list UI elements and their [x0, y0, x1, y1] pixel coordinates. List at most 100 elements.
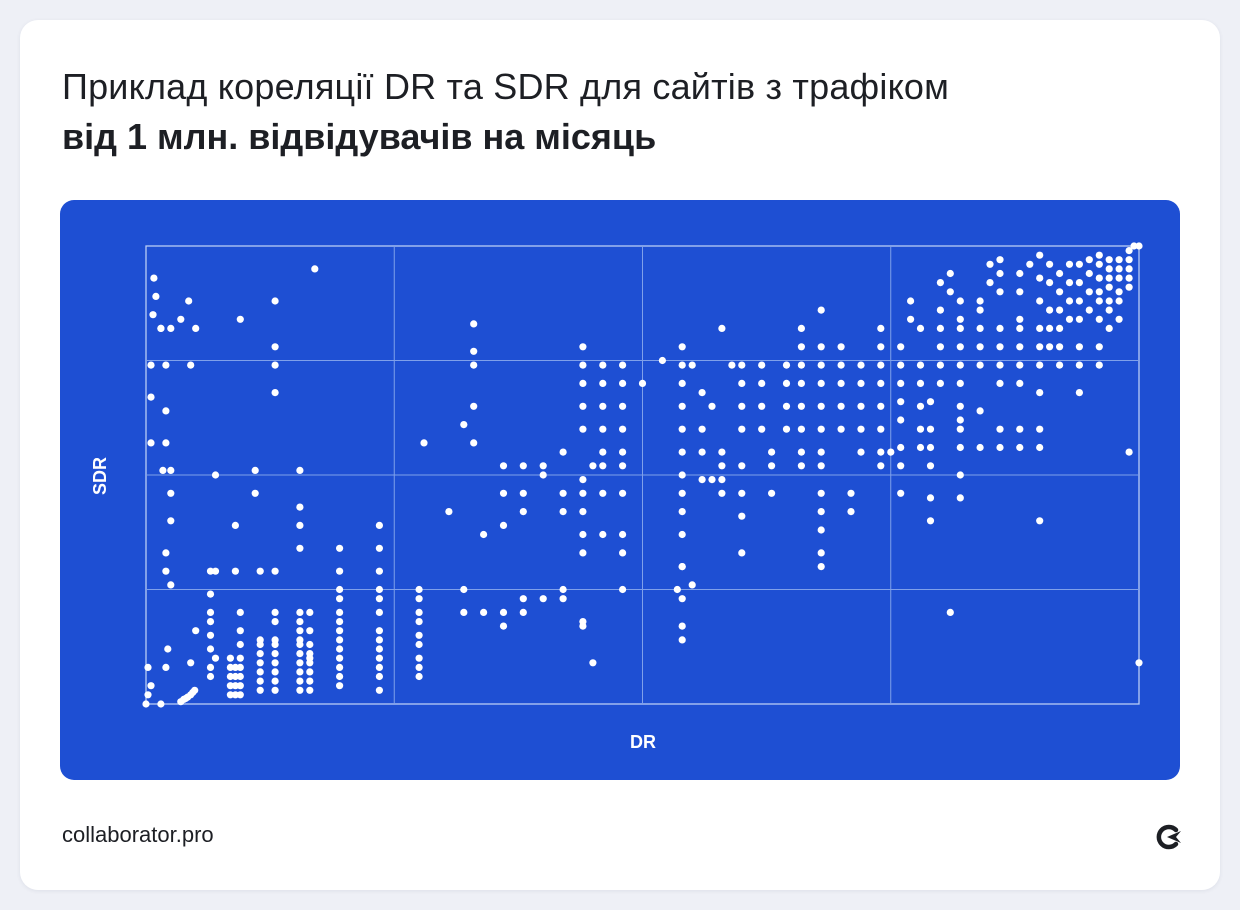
data-point: [678, 595, 686, 603]
data-point: [847, 508, 855, 516]
data-point: [599, 402, 607, 410]
data-point: [1125, 265, 1133, 273]
data-point: [271, 343, 279, 351]
data-point: [857, 361, 865, 369]
data-point: [306, 686, 314, 694]
data-point: [236, 672, 244, 681]
data-point: [678, 530, 686, 539]
data-point: [1115, 297, 1123, 305]
data-point: [678, 636, 686, 644]
data-point: [159, 466, 167, 474]
data-point: [1095, 251, 1103, 259]
data-point: [797, 402, 806, 410]
data-point: [306, 677, 314, 685]
data-point: [236, 691, 244, 699]
data-point: [1115, 256, 1123, 264]
data-point: [375, 567, 383, 575]
data-point: [1016, 324, 1024, 332]
data-point: [718, 462, 726, 470]
data-point: [678, 448, 686, 456]
data-point: [336, 567, 344, 575]
data-point: [817, 462, 825, 470]
data-point: [837, 379, 845, 387]
data-point: [1075, 343, 1083, 351]
data-point: [579, 508, 587, 516]
data-point: [1095, 297, 1103, 305]
data-point: [336, 672, 344, 681]
data-point: [236, 663, 244, 672]
data-point: [296, 636, 304, 644]
data-point: [415, 663, 423, 672]
data-point: [887, 448, 895, 456]
data-point: [976, 407, 984, 415]
data-point: [519, 462, 527, 470]
data-point: [306, 640, 314, 649]
data-point: [768, 462, 776, 470]
data-point: [738, 361, 746, 369]
data-point: [162, 549, 170, 557]
data-point: [897, 343, 905, 351]
data-point: [271, 608, 279, 617]
data-point: [1046, 343, 1054, 351]
data-point: [206, 645, 215, 653]
data-point: [445, 508, 453, 516]
data-point: [678, 402, 686, 410]
data-point: [956, 416, 964, 424]
data-point: [956, 494, 964, 502]
data-point: [1036, 517, 1044, 525]
data-point: [1056, 288, 1064, 296]
site-name: collaborator.pro: [62, 822, 214, 847]
data-point: [936, 379, 945, 387]
data-point: [738, 402, 746, 410]
data-point: [1065, 260, 1074, 268]
data-point: [1016, 269, 1024, 278]
data-point: [415, 585, 423, 594]
data-point: [599, 448, 607, 456]
data-point: [619, 379, 627, 387]
data-point: [415, 608, 423, 617]
data-point: [619, 462, 627, 470]
data-point: [192, 627, 200, 635]
data-point: [956, 425, 964, 433]
data-point: [162, 567, 170, 575]
data-point: [480, 608, 488, 617]
data-point: [251, 489, 259, 497]
collaborator-logo-icon: [1156, 824, 1181, 850]
data-point: [817, 402, 825, 410]
data-point: [817, 508, 825, 516]
data-point: [1065, 315, 1074, 323]
data-point: [1056, 343, 1064, 351]
data-point: [559, 585, 567, 594]
data-point: [1125, 274, 1133, 282]
data-point: [1016, 425, 1024, 433]
data-point: [1125, 256, 1133, 264]
data-point: [817, 343, 825, 351]
data-point: [619, 361, 627, 369]
data-point: [415, 595, 423, 603]
data-point: [619, 549, 627, 557]
data-point: [191, 686, 199, 694]
data-point: [698, 448, 706, 456]
data-point: [926, 398, 935, 406]
data-point: [306, 627, 314, 635]
data-point: [1016, 315, 1024, 323]
data-point: [375, 663, 383, 672]
data-point: [296, 466, 304, 474]
data-point: [206, 590, 215, 598]
data-point: [698, 476, 706, 484]
data-point: [206, 663, 215, 672]
data-point: [718, 489, 726, 497]
data-point: [1046, 306, 1054, 314]
data-point: [718, 324, 726, 332]
data-point: [857, 379, 865, 387]
data-point: [375, 686, 383, 694]
data-point: [1036, 425, 1044, 433]
data-point: [1095, 361, 1103, 369]
data-point: [758, 402, 766, 410]
data-point: [589, 659, 597, 667]
data-point: [926, 462, 935, 470]
data-point: [375, 627, 383, 635]
data-point: [877, 448, 885, 456]
data-point: [152, 292, 160, 300]
data-point: [470, 347, 478, 355]
